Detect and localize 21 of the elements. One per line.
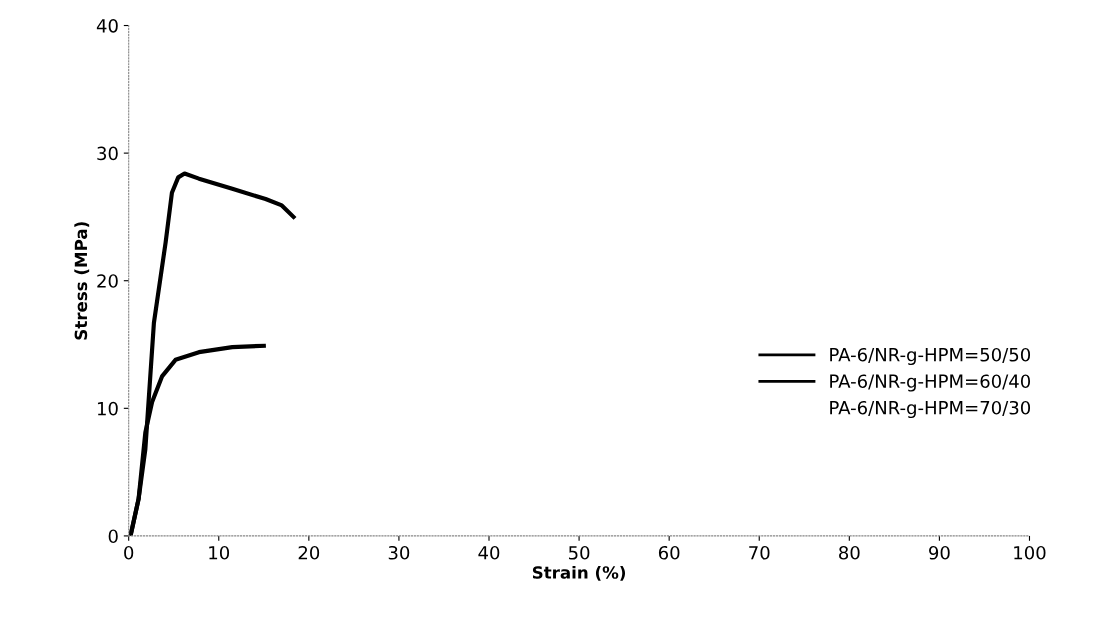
x-tick-label: 60 bbox=[658, 545, 680, 560]
x-tick-label: 20 bbox=[298, 545, 320, 560]
y-tick-label: 20 bbox=[97, 274, 118, 288]
y-axis-title: Stress (MPa) bbox=[74, 222, 90, 340]
y-tick-label: 10 bbox=[97, 401, 118, 416]
text: PA-6/NR-g-HPM=70/30 bbox=[830, 400, 1031, 419]
y-tick-label: 40 bbox=[96, 18, 118, 33]
x-tick-label: 0 bbox=[124, 545, 134, 560]
x-tick-label: 40 bbox=[478, 545, 500, 560]
x-axis-title: Strain (%) bbox=[532, 565, 626, 581]
x-tick-label: 80 bbox=[839, 545, 860, 560]
y-tick-label: 30 bbox=[97, 146, 118, 161]
legend-label: PA-6/NR-g-HPM=50/50 bbox=[830, 347, 1031, 366]
x-tick-label: 90 bbox=[929, 545, 950, 560]
x-tick-label: 50 bbox=[568, 545, 590, 560]
x-tick-label: 100 bbox=[1014, 545, 1046, 560]
y-tick-label: 0 bbox=[108, 529, 118, 544]
x-tick-label: 30 bbox=[388, 545, 410, 560]
x-tick-label: 70 bbox=[749, 545, 770, 560]
x-tick-label: 10 bbox=[209, 545, 230, 560]
legend-label: PA-6/NR-g-HPM=60/40 bbox=[830, 374, 1031, 392]
